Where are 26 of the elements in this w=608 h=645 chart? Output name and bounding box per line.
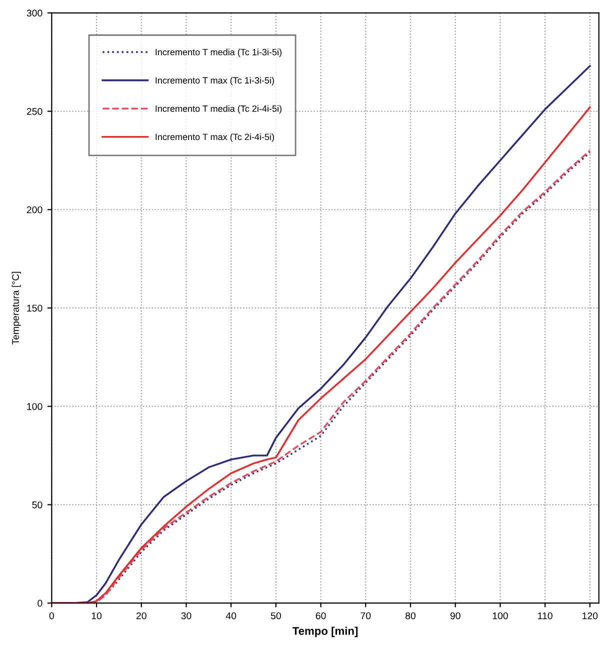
- x-tick-label: 40: [226, 612, 236, 620]
- x-tick-label: 60: [316, 612, 326, 620]
- y-tick-label: 150: [27, 304, 42, 312]
- x-tick-label: 120: [582, 612, 598, 620]
- legend-label: Incremento T max (Tc 2i-4i-5i): [156, 133, 274, 142]
- x-tick-label: 70: [360, 612, 371, 620]
- y-axis-title: Temperatura [°C]: [12, 272, 21, 345]
- x-tick-label: 50: [270, 612, 281, 620]
- x-tick-label: 10: [92, 612, 102, 620]
- x-tick-label: 80: [406, 612, 416, 620]
- legend-label: Incremento T media (Tc 2i-4i-5i): [156, 105, 282, 114]
- y-tick-label: 50: [32, 501, 42, 508]
- x-tick-label: 110: [538, 612, 552, 620]
- x-tick-label: 20: [136, 612, 146, 620]
- x-tick-label: 30: [181, 612, 192, 620]
- x-axis-title: Tempo [min]: [292, 626, 358, 638]
- y-tick-label: 250: [26, 108, 42, 115]
- x-tick-label: 90: [450, 612, 460, 620]
- y-tick-label: 200: [26, 206, 42, 214]
- y-tick-label: 300: [26, 10, 42, 17]
- x-tick-label: 0: [49, 612, 54, 620]
- legend-label: Incremento T max (Tc 1i-3i-5i): [156, 76, 274, 86]
- x-tick-label: 100: [492, 612, 508, 620]
- y-tick-label: 0: [38, 600, 42, 607]
- y-tick-label: 100: [27, 403, 42, 410]
- legend-label: Incremento T media (Tc 1i-3i-5i): [156, 48, 282, 58]
